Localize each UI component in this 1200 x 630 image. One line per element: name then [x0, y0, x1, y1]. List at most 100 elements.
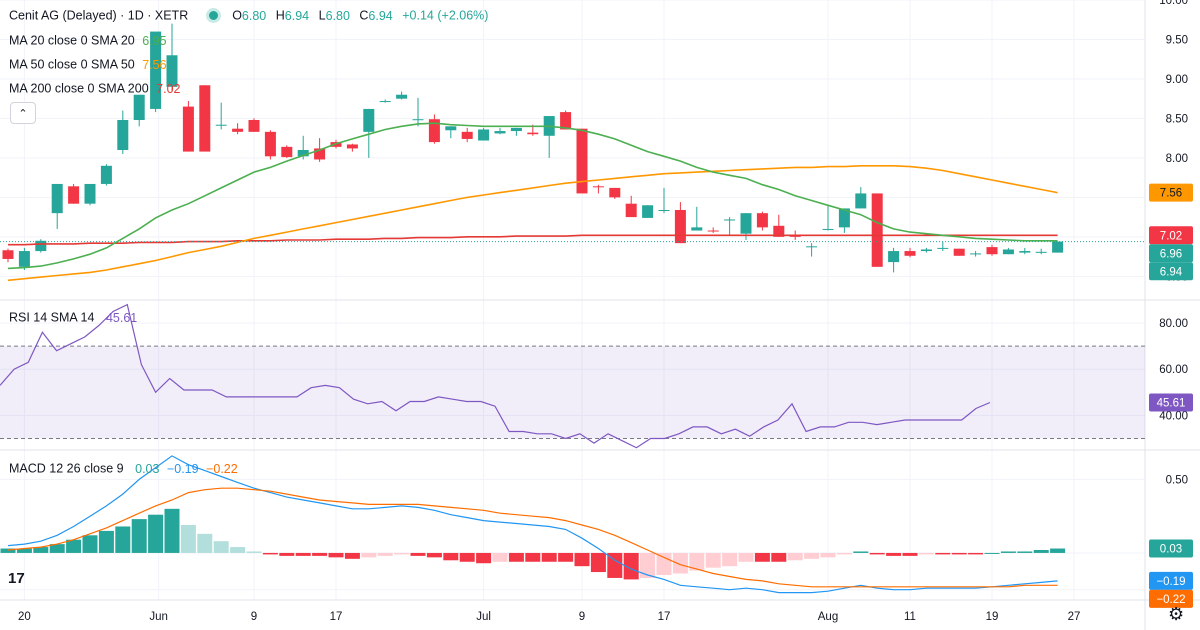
macd-histogram-bar: [426, 552, 442, 558]
ohlc-low: 6.80: [325, 8, 350, 23]
macd-tick-label: 0.50: [1166, 474, 1188, 486]
macd-histogram-bar: [918, 552, 934, 555]
settings-gear-icon[interactable]: ⚙: [1168, 604, 1184, 625]
macd-histogram-bar: [49, 544, 65, 553]
candle: [478, 127, 490, 141]
logo-text: 17: [8, 570, 25, 587]
candle-body: [182, 106, 194, 152]
candle-body: [150, 31, 162, 109]
candle: [888, 247, 900, 273]
candle: [806, 243, 818, 257]
candle-body: [806, 246, 818, 248]
macd-histogram-bar: [541, 552, 557, 562]
candle: [592, 184, 604, 194]
candle-body: [576, 128, 588, 194]
legend-ma50[interactable]: MA 50 close 0 SMA 50 7.56: [9, 57, 167, 72]
ohlc-change: +0.14 (+2.06%): [402, 8, 489, 23]
macd-histogram-bar: [312, 552, 328, 556]
candle-body: [510, 127, 522, 132]
macd-histogram-bar: [279, 552, 295, 556]
macd-histogram-bar: [476, 552, 492, 564]
legend-rsi[interactable]: RSI 14 SMA 14 45.61: [9, 310, 137, 325]
legend-ma50-value: 7.56: [142, 57, 167, 72]
candle: [281, 145, 293, 158]
candle: [1002, 247, 1014, 255]
candle-body: [674, 210, 686, 244]
ohlc-o-label: O: [232, 8, 242, 23]
price-tick-label: 8.50: [1166, 113, 1188, 125]
candle-body: [100, 165, 112, 184]
legend-ma20[interactable]: MA 20 close 0 SMA 20 6.95: [9, 33, 167, 48]
candle: [543, 116, 555, 158]
candle: [986, 244, 998, 256]
candle-body: [346, 144, 358, 149]
macd-histogram-bar: [754, 552, 770, 562]
candle: [510, 127, 522, 136]
price-badge-bg: [1149, 183, 1193, 202]
candle: [84, 183, 96, 206]
candle-body: [773, 225, 785, 237]
price-tick-label: 8.00: [1166, 153, 1188, 165]
candle: [35, 239, 47, 253]
candle-body: [1035, 251, 1047, 253]
candle: [937, 241, 949, 252]
candle: [51, 183, 63, 229]
macd-badge-text: 0.03: [1160, 544, 1182, 556]
x-tick-label: 9: [251, 611, 257, 623]
macd-histogram-bar: [148, 514, 164, 553]
macd-line: [7, 455, 1058, 594]
legend-ma50-label: MA 50 close 0 SMA 50: [9, 57, 135, 72]
candle: [822, 205, 834, 231]
macd-histogram-bar: [246, 551, 262, 553]
x-tick-label: 17: [658, 611, 671, 623]
ma20-line: [7, 122, 1058, 270]
candle-body: [1019, 251, 1031, 253]
legend-ma200[interactable]: MA 200 close 0 SMA 200 7.02: [9, 81, 181, 96]
candle-body: [953, 248, 965, 256]
tradingview-logo-icon[interactable]: 17: [8, 570, 40, 592]
legend-macd-hist: 0.03: [135, 461, 160, 476]
candle-body: [232, 128, 244, 132]
candle: [707, 227, 719, 233]
candle-body: [970, 253, 982, 255]
macd-histogram-bar: [213, 541, 229, 553]
price-tick-label: 10.00: [1159, 0, 1188, 7]
macd-histogram-bar: [738, 552, 754, 562]
macd-histogram-bar: [344, 552, 360, 559]
candle: [773, 214, 785, 237]
legend-macd[interactable]: MACD 12 26 close 9 0.03 −0.19 −0.22: [9, 461, 238, 476]
price-tick-label: 9.00: [1166, 74, 1188, 86]
candle: [379, 99, 391, 103]
candle: [428, 114, 440, 144]
macd-badge: −0.19: [1149, 571, 1193, 590]
macd-histogram-bar: [164, 508, 180, 553]
candle: [461, 127, 473, 143]
legend-ma20-label: MA 20 close 0 SMA 20: [9, 33, 135, 48]
candle-body: [297, 150, 309, 157]
ohlc-h-label: H: [275, 8, 285, 23]
macd-histogram-bar: [902, 552, 918, 556]
macd-histogram-bar: [574, 552, 590, 567]
candle-body: [642, 205, 654, 218]
macd-histogram-bar: [66, 539, 82, 553]
macd-histogram-bar: [328, 552, 344, 558]
price-badge-bg: [1149, 262, 1193, 281]
macd-histogram-bar: [836, 552, 852, 555]
price-badge-text: 6.94: [1160, 266, 1183, 278]
macd-badge: 0.03: [1149, 539, 1193, 558]
candle-body: [133, 94, 145, 120]
candle: [199, 85, 211, 152]
macd-histogram-bar: [33, 547, 49, 553]
candle-body: [658, 210, 670, 211]
candle-body: [445, 126, 457, 131]
candle: [642, 205, 654, 218]
x-tick-label: 19: [986, 611, 999, 623]
candle-body: [1052, 241, 1064, 253]
collapse-legend-button[interactable]: ⌃: [10, 102, 36, 124]
symbol-title: Cenit AG (Delayed) · 1D · XETR: [9, 8, 189, 23]
candle: [576, 128, 588, 194]
candle: [215, 102, 227, 130]
macd-histogram-bar: [820, 552, 836, 558]
macd-histogram-bar: [951, 552, 967, 555]
